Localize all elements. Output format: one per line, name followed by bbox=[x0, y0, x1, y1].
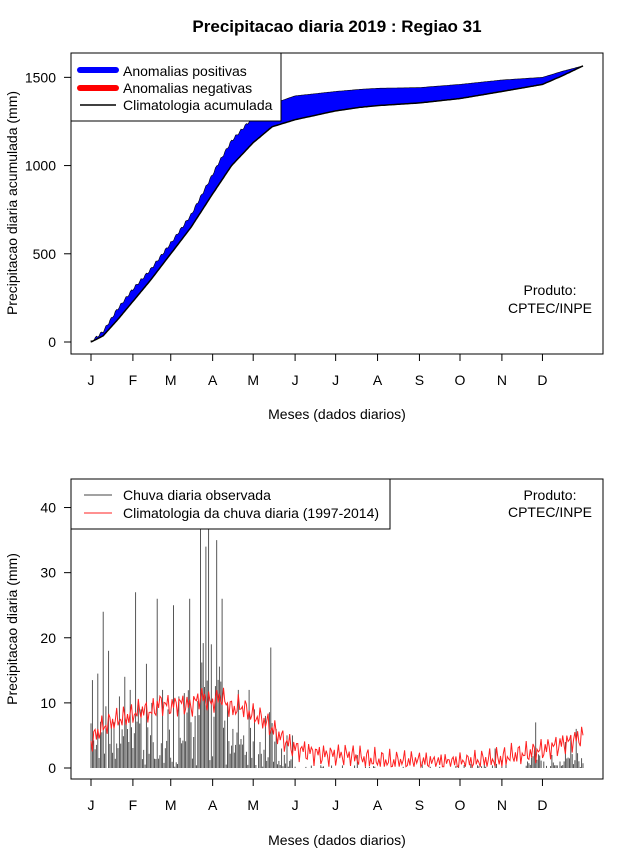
y-tick-label: 500 bbox=[33, 246, 57, 262]
y-tick-label: 40 bbox=[40, 500, 56, 516]
x-tick-label: M bbox=[247, 372, 259, 388]
product-label: Produto: bbox=[524, 487, 577, 503]
legend: Anomalias positivas Anomalias negativas … bbox=[70, 52, 282, 122]
product-source: CPTEC/INPE bbox=[508, 504, 592, 520]
x-tick-label: F bbox=[129, 797, 138, 813]
daily-climatology-line bbox=[90, 687, 584, 769]
x-axis-label: Meses (dados diarios) bbox=[268, 406, 406, 422]
y-tick-label: 0 bbox=[48, 334, 56, 350]
cumulative-panel: 0 500 1000 1500 J F M A M J J A S O N D Meses (dados d… bbox=[4, 52, 604, 422]
x-tick-label: S bbox=[415, 372, 424, 388]
x-tick-label: A bbox=[208, 372, 218, 388]
x-tick-label: J bbox=[292, 797, 299, 813]
x-tick-label: A bbox=[373, 797, 383, 813]
x-tick-label: D bbox=[537, 372, 547, 388]
x-tick-label: O bbox=[455, 372, 466, 388]
x-tick-label: J bbox=[292, 372, 299, 388]
x-tick-label: D bbox=[537, 797, 547, 813]
x-tick-label: O bbox=[455, 797, 466, 813]
legend-label-climatology: Climatologia acumulada bbox=[123, 97, 273, 113]
y-axis: 0 500 1000 1500 bbox=[25, 69, 71, 350]
x-tick-label: N bbox=[497, 797, 507, 813]
x-tick-label: J bbox=[332, 372, 339, 388]
legend: Chuva diaria observada Climatologia da c… bbox=[70, 478, 391, 530]
y-tick-label: 20 bbox=[40, 630, 56, 646]
y-tick-label: 1000 bbox=[25, 158, 56, 174]
x-tick-label: J bbox=[88, 797, 95, 813]
observed-rain-bars bbox=[90, 488, 584, 768]
x-tick-label: S bbox=[415, 797, 424, 813]
legend-label-observed: Chuva diaria observada bbox=[123, 487, 271, 503]
x-tick-label: M bbox=[247, 797, 259, 813]
legend-label-climatology: Climatologia da chuva diaria (1997-2014) bbox=[123, 505, 379, 521]
x-tick-label: F bbox=[129, 372, 138, 388]
product-source: CPTEC/INPE bbox=[508, 300, 592, 316]
y-axis-label: Precipitacao diaria (mm) bbox=[4, 553, 20, 705]
y-tick-label: 10 bbox=[40, 695, 56, 711]
daily-panel: 0 10 20 30 40 J F M A M J J A S O N D Meses (dados diar… bbox=[4, 478, 604, 848]
legend-label-positive: Anomalias positivas bbox=[123, 63, 247, 79]
x-tick-label: A bbox=[373, 372, 383, 388]
y-axis: 0 10 20 30 40 bbox=[40, 500, 71, 776]
x-tick-label: M bbox=[165, 372, 177, 388]
x-tick-label: N bbox=[497, 372, 507, 388]
x-tick-label: M bbox=[165, 797, 177, 813]
y-tick-label: 1500 bbox=[25, 69, 56, 85]
product-label: Produto: bbox=[524, 282, 577, 298]
y-tick-label: 0 bbox=[48, 760, 56, 776]
climatology-accumulated-line bbox=[90, 65, 584, 343]
x-tick-label: J bbox=[88, 372, 95, 388]
y-axis-label: Precipitacao diaria acumulada (mm) bbox=[4, 91, 20, 315]
chart-title: Precipitacao diaria 2019 : Regiao 31 bbox=[192, 17, 481, 36]
legend-box bbox=[70, 478, 391, 530]
y-tick-label: 30 bbox=[40, 565, 56, 581]
legend-label-negative: Anomalias negativas bbox=[123, 80, 252, 96]
x-tick-label: J bbox=[332, 797, 339, 813]
x-tick-label: A bbox=[208, 797, 218, 813]
x-axis-label: Meses (dados diarios) bbox=[268, 832, 406, 848]
